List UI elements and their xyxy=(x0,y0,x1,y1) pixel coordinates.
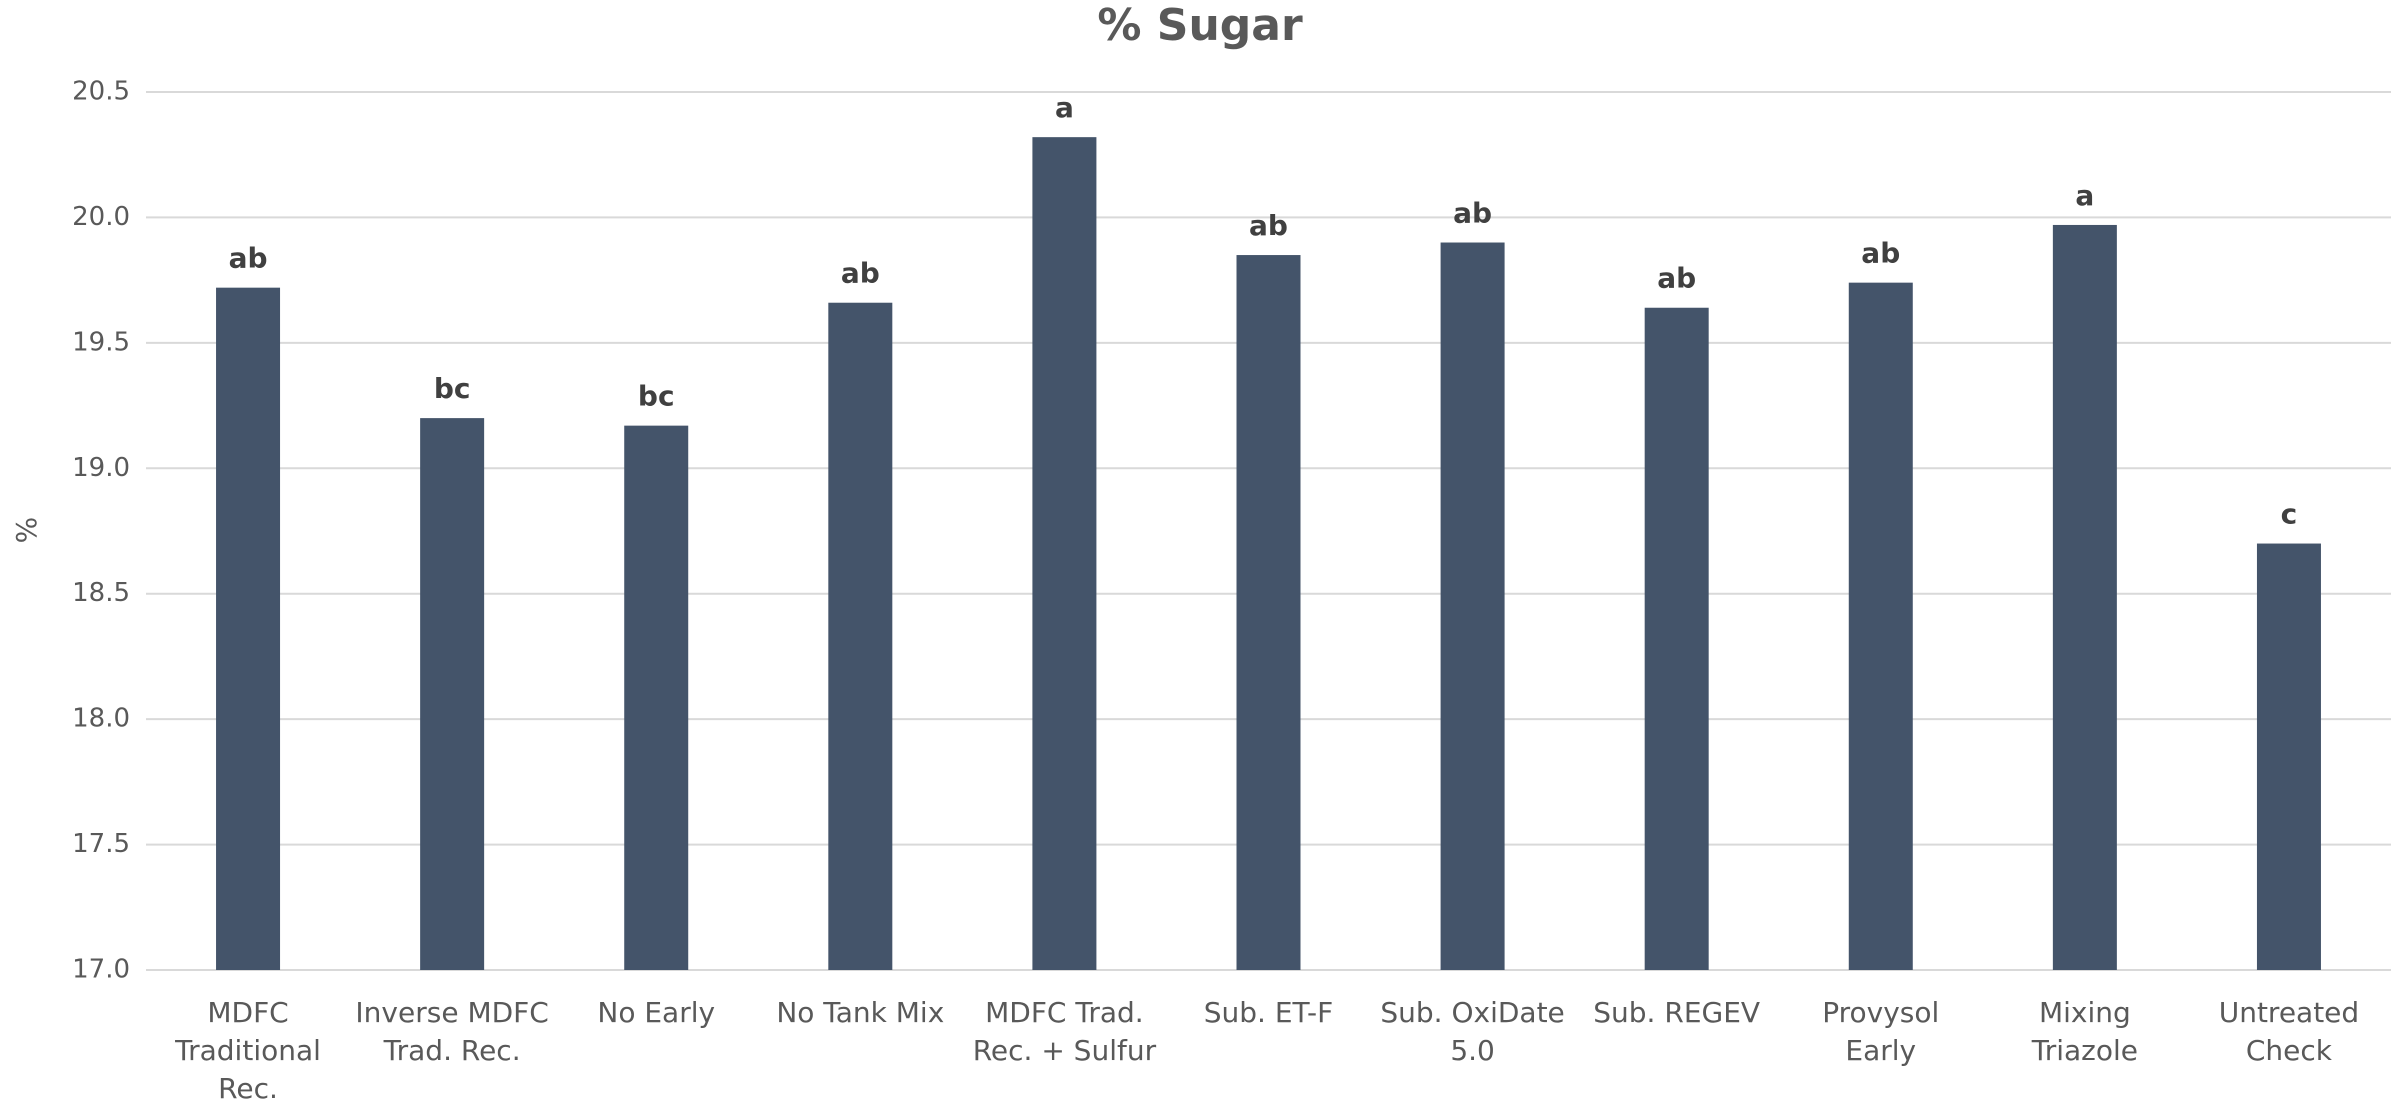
significance-letter: c xyxy=(2281,498,2298,531)
significance-letter: a xyxy=(2075,179,2094,212)
x-tick-label: MDFC Trad. Rec. + Sulfur xyxy=(972,996,1157,1067)
y-tick-label: 18.5 xyxy=(72,578,130,608)
x-tick-label: MDFC Traditional Rec. xyxy=(175,996,321,1103)
significance-letter: ab xyxy=(1657,262,1696,295)
x-tick-label: No Tank Mix xyxy=(776,996,945,1029)
significance-letter: bc xyxy=(434,372,471,405)
bar xyxy=(1440,242,1505,970)
bar xyxy=(624,425,689,970)
significance-letter: ab xyxy=(229,242,268,275)
y-tick-label: 18.0 xyxy=(72,704,130,734)
bar xyxy=(2256,543,2321,970)
significance-letter: ab xyxy=(1861,237,1900,270)
significance-letter: bc xyxy=(638,380,675,413)
significance-letter: ab xyxy=(1453,197,1492,230)
bar xyxy=(1236,255,1301,971)
x-tick-label: Inverse MDFC Trad. Rec. xyxy=(355,996,549,1067)
bar xyxy=(828,302,893,971)
y-tick-label: 19.0 xyxy=(72,453,130,483)
x-tick-label: Mixing Triazole xyxy=(2031,996,2138,1067)
bar xyxy=(420,418,485,971)
y-tick-label: 19.5 xyxy=(72,327,130,357)
bar xyxy=(2052,224,2117,970)
x-tick-label: No Early xyxy=(597,996,716,1029)
y-tick-label: 20.0 xyxy=(72,202,130,232)
y-axis-label: % xyxy=(10,517,43,544)
bar xyxy=(216,287,281,970)
bar xyxy=(1644,307,1709,970)
x-tick-label: Sub. REGEV xyxy=(1593,996,1761,1029)
significance-letter: ab xyxy=(841,257,880,290)
bar xyxy=(1032,137,1097,970)
y-tick-label: 17.0 xyxy=(72,955,130,985)
x-tick-label: Sub. ET-F xyxy=(1203,996,1334,1029)
x-tick-label: Untreated Check xyxy=(2218,996,2360,1067)
y-tick-label: 17.5 xyxy=(72,829,130,859)
significance-letter: a xyxy=(1055,91,1074,124)
y-tick-label: 20.5 xyxy=(72,77,130,107)
bar xyxy=(1848,282,1913,970)
x-tick-label: Sub. OxiDate 5.0 xyxy=(1380,996,1565,1067)
x-tick-label: Provysol Early xyxy=(1822,996,1940,1067)
chart-title: % Sugar xyxy=(1097,0,1303,51)
significance-letter: ab xyxy=(1249,209,1288,242)
